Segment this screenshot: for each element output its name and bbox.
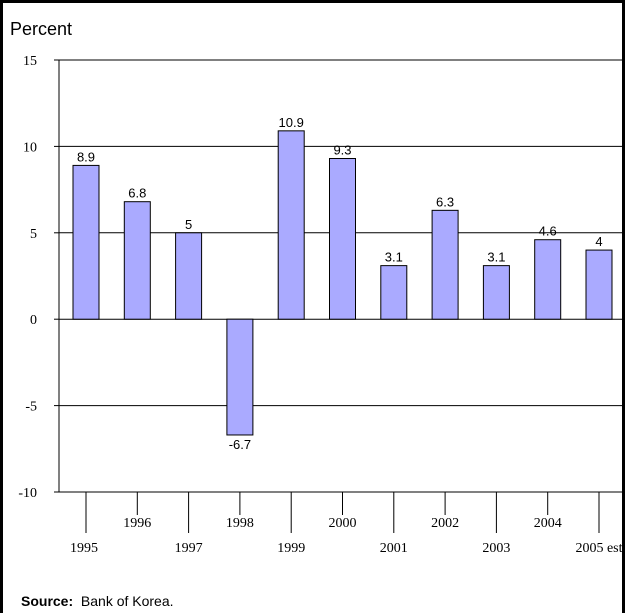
x-tick-label: 2001 [380, 541, 408, 556]
y-axis-title: Percent [10, 19, 72, 39]
text-layer: Percent 15 10 5 0 -5 -10 8.9 6.8 5 -6.7 10.9 9.3 3.1 6… [10, 19, 622, 556]
y-tick-label: 10 [23, 140, 37, 155]
x-tick-label: 1998 [226, 516, 254, 531]
bar [585, 249, 613, 320]
x-tick-label: 1995 [70, 541, 98, 556]
y-tick-label: -5 [25, 400, 37, 415]
y-tick-label: -10 [18, 486, 37, 501]
source-note: Source: Bank of Korea. [21, 593, 174, 609]
bar [380, 265, 408, 320]
source-text: Bank of Korea. [80, 593, 174, 609]
data-label: -6.7 [229, 437, 251, 452]
x-tick-label: 2004 [534, 516, 562, 531]
axis-layer [54, 59, 600, 533]
data-label: 8.9 [77, 149, 95, 164]
x-tick-label: 2005 est [575, 541, 622, 556]
bar-layer [72, 130, 613, 436]
bar [431, 209, 459, 320]
bar [175, 232, 203, 320]
data-label: 6.8 [128, 186, 146, 201]
bar [277, 130, 305, 320]
x-tick-label: 2000 [329, 516, 357, 531]
y-tick-label: 15 [23, 54, 37, 69]
y-tick-label: 5 [30, 227, 37, 242]
x-tick-label: 2002 [431, 516, 459, 531]
bar [123, 201, 151, 320]
bar [72, 164, 100, 320]
x-tick-label: 1999 [277, 541, 305, 556]
x-tick-label: 1996 [123, 516, 151, 531]
data-label: 3.1 [487, 250, 505, 265]
bar [226, 318, 254, 436]
data-label: 10.9 [279, 115, 304, 130]
bar-chart: Percent 15 10 5 0 -5 -10 8.9 6.8 5 -6.7 10.9 9.3 3.1 6… [10, 19, 622, 556]
y-tick-label: 0 [30, 313, 37, 328]
bar [329, 157, 356, 320]
x-tick-label: 2003 [482, 541, 510, 556]
data-label: 6.3 [436, 194, 454, 209]
bar [534, 239, 562, 320]
source-label: Source: [21, 593, 74, 609]
data-label: 3.1 [385, 250, 403, 265]
x-tick-label: 1997 [175, 541, 203, 556]
bar [482, 265, 510, 320]
data-label: 9.3 [333, 142, 351, 157]
data-label: 4.6 [539, 224, 557, 239]
data-label: 4 [595, 234, 602, 249]
data-label: 5 [185, 217, 192, 232]
